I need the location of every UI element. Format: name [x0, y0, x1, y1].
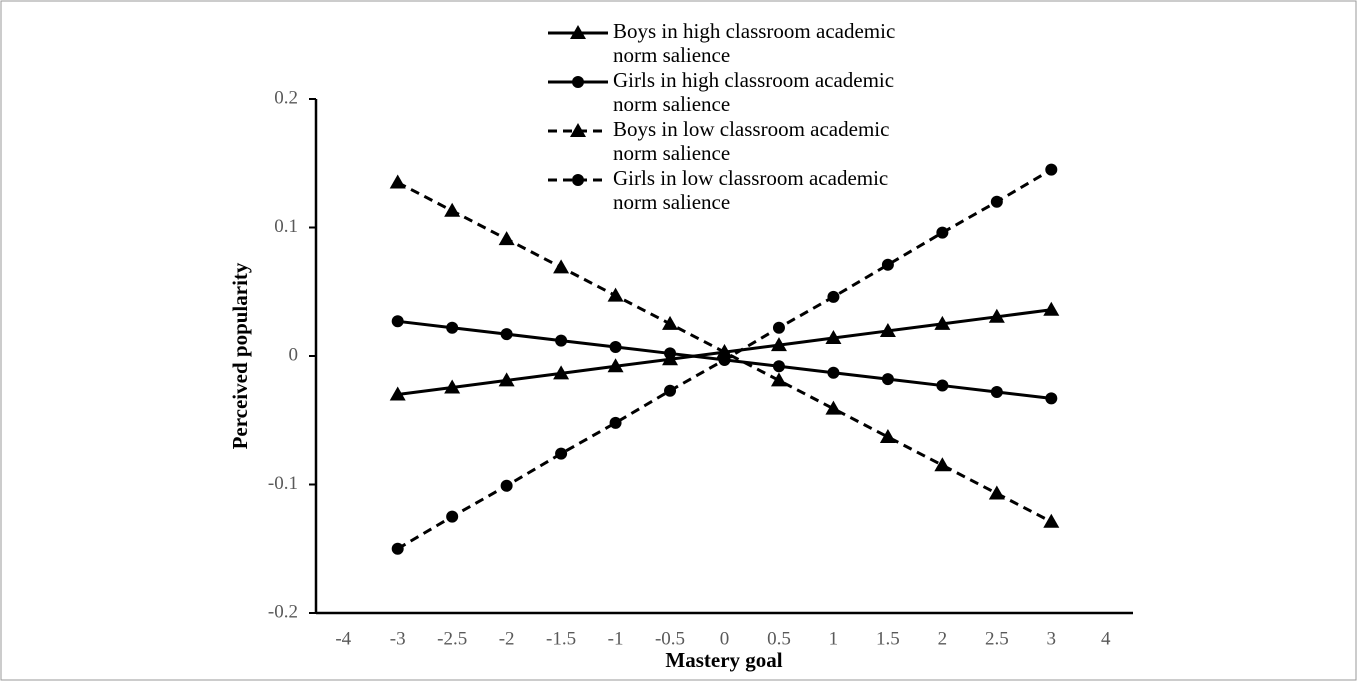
- marker: [500, 328, 513, 341]
- marker: [1043, 301, 1060, 316]
- legend-label: Boys in low classroom academic norm salie…: [613, 117, 889, 165]
- y-tick-label: 0.1: [274, 216, 298, 237]
- marker: [827, 366, 840, 379]
- legend-label-line: Girls in high classroom academic: [613, 68, 894, 92]
- marker: [988, 485, 1005, 500]
- legend-marker: [570, 123, 586, 137]
- x-tick-label: -4: [335, 628, 351, 649]
- y-tick-label: 0.2: [274, 87, 298, 108]
- marker: [391, 542, 404, 555]
- marker: [718, 353, 731, 366]
- x-tick-label: -1.5: [546, 628, 576, 649]
- marker: [553, 365, 570, 380]
- marker: [498, 231, 515, 246]
- marker: [607, 358, 624, 373]
- marker: [770, 372, 787, 387]
- legend-label-line: norm salience: [613, 43, 730, 67]
- marker: [500, 479, 513, 492]
- marker: [662, 315, 679, 330]
- x-tick-label: 0.5: [767, 628, 791, 649]
- x-tick-label: -2.5: [437, 628, 467, 649]
- marker: [389, 386, 406, 401]
- marker: [770, 337, 787, 352]
- marker: [879, 428, 896, 443]
- marker: [389, 174, 406, 189]
- marker: [1045, 392, 1058, 405]
- x-tick-label: 1: [829, 628, 839, 649]
- marker: [444, 379, 461, 394]
- marker: [879, 322, 896, 337]
- marker: [444, 202, 461, 217]
- x-tick-label: 2.5: [985, 628, 1009, 649]
- marker: [553, 259, 570, 274]
- marker: [555, 334, 568, 347]
- x-axis-title: Mastery goal: [665, 648, 782, 672]
- legend-marker: [572, 174, 584, 186]
- marker: [825, 330, 842, 345]
- marker: [664, 347, 677, 360]
- x-tick-label: 1.5: [876, 628, 900, 649]
- marker: [664, 384, 677, 397]
- x-tick-label: -3: [390, 628, 406, 649]
- legend-label: Girls in high classroom academic norm sal…: [613, 68, 894, 116]
- legend-label: Girls in low classroom academic norm sali…: [613, 166, 888, 214]
- legend-label: Boys in high classroom academic norm sali…: [613, 19, 895, 67]
- y-axis-title: Perceived popularity: [228, 262, 252, 449]
- legend-label-line: Boys in high classroom academic: [613, 19, 895, 43]
- x-tick-label: -1: [608, 628, 624, 649]
- marker: [607, 287, 624, 302]
- legend-label-line: norm salience: [613, 190, 730, 214]
- marker: [934, 315, 951, 330]
- marker: [772, 321, 785, 334]
- legend-label-line: norm salience: [613, 141, 730, 165]
- y-tick-label: -0.2: [268, 601, 298, 622]
- marker: [990, 195, 1003, 208]
- x-tick-label: 0: [720, 628, 730, 649]
- marker: [498, 372, 515, 387]
- legend-marker: [570, 25, 586, 39]
- y-tick-label: 0: [289, 344, 299, 365]
- marker: [716, 344, 733, 359]
- legend-label-line: Girls in low classroom academic: [613, 166, 888, 190]
- marker: [936, 226, 949, 239]
- marker: [825, 400, 842, 415]
- marker: [609, 416, 622, 429]
- marker: [391, 315, 404, 328]
- legend-marker: [572, 76, 584, 88]
- marker: [936, 379, 949, 392]
- marker: [609, 341, 622, 354]
- marker: [990, 385, 1003, 398]
- marker: [446, 510, 459, 523]
- x-tick-label: -0.5: [655, 628, 685, 649]
- x-tick-label: -2: [499, 628, 515, 649]
- marker: [1045, 163, 1058, 176]
- marker: [555, 447, 568, 460]
- marker: [881, 373, 894, 386]
- y-tick-label: -0.1: [268, 473, 298, 494]
- legend-label-line: norm salience: [613, 92, 730, 116]
- marker: [934, 457, 951, 472]
- marker: [446, 321, 459, 334]
- marker: [988, 308, 1005, 323]
- legend-label-line: Boys in low classroom academic: [613, 117, 889, 141]
- marker: [827, 290, 840, 303]
- marker: [881, 258, 894, 271]
- x-tick-label: 3: [1047, 628, 1057, 649]
- x-tick-label: 2: [938, 628, 948, 649]
- marker: [1043, 513, 1060, 528]
- marker: [772, 360, 785, 373]
- x-tick-label: 4: [1101, 628, 1111, 649]
